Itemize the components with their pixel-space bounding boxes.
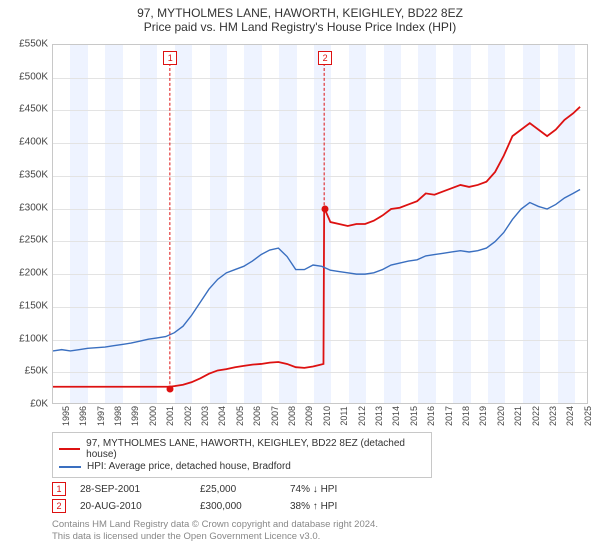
sale-rel-hpi: 38% ↑ HPI xyxy=(290,501,337,512)
chart-area: £0K £50K £100K £150K £200K £250K £300K £350K £40… xyxy=(8,38,592,426)
x-axis-labels: 1995 1996 1997 1998 1999 2000 2001 2002 2003 2004… xyxy=(52,406,588,426)
y-tick-label: £500K xyxy=(19,71,48,82)
x-tick-label: 2007 xyxy=(270,406,280,426)
x-tick-label: 2010 xyxy=(322,406,332,426)
series-line-hpi xyxy=(53,190,580,351)
legend-row: HPI: Average price, detached house, Brad… xyxy=(59,461,425,472)
plot-region: 12 xyxy=(52,44,588,404)
sale-row: 2 20-AUG-2010£300,00038% ↑ HPI xyxy=(52,499,592,513)
sale-date: 28-SEP-2001 xyxy=(80,484,200,495)
x-tick-label: 2005 xyxy=(235,406,245,426)
x-tick-label: 2002 xyxy=(183,406,193,426)
legend-label: 97, MYTHOLMES LANE, HAWORTH, KEIGHLEY, B… xyxy=(86,438,425,460)
y-tick-label: £550K xyxy=(19,39,48,50)
y-tick-label: £250K xyxy=(19,235,48,246)
x-tick-label: 2008 xyxy=(287,406,297,426)
y-tick-label: £400K xyxy=(19,137,48,148)
data-attribution: Contains HM Land Registry data © Crown c… xyxy=(52,519,592,543)
footer-line-1: Contains HM Land Registry data © Crown c… xyxy=(52,519,592,531)
x-tick-label: 2006 xyxy=(252,406,262,426)
x-tick-label: 2014 xyxy=(391,406,401,426)
x-tick-label: 2004 xyxy=(217,406,227,426)
sale-marker-dot xyxy=(322,205,329,212)
sales-table: 1 28-SEP-2001£25,00074% ↓ HPI 2 20-AUG-2010… xyxy=(52,482,592,513)
x-tick-label: 2018 xyxy=(461,406,471,426)
footer-line-2: This data is licensed under the Open Gov… xyxy=(52,531,592,543)
sale-marker-box: 1 xyxy=(163,51,177,65)
x-tick-label: 1997 xyxy=(96,406,106,426)
legend-swatch xyxy=(59,448,80,450)
x-tick-label: 2001 xyxy=(165,406,175,426)
x-tick-label: 2011 xyxy=(339,406,349,425)
sale-marker-dot xyxy=(167,385,174,392)
chart-title-address: 97, MYTHOLMES LANE, HAWORTH, KEIGHLEY, B… xyxy=(8,6,592,20)
sale-price: £300,000 xyxy=(200,501,290,512)
x-tick-label: 2012 xyxy=(357,406,367,426)
x-tick-label: 2019 xyxy=(478,406,488,426)
x-tick-label: 2017 xyxy=(444,406,454,426)
y-tick-label: £450K xyxy=(19,104,48,115)
x-tick-label: 1999 xyxy=(130,406,140,426)
legend-box: 97, MYTHOLMES LANE, HAWORTH, KEIGHLEY, B… xyxy=(52,432,432,478)
chart-subtitle: Price paid vs. HM Land Registry's House … xyxy=(8,20,592,34)
line-series-svg xyxy=(53,45,587,403)
y-tick-label: £100K xyxy=(19,333,48,344)
x-tick-label: 1998 xyxy=(113,406,123,426)
x-tick-label: 2022 xyxy=(531,406,541,426)
sale-price: £25,000 xyxy=(200,484,290,495)
sale-marker-box: 2 xyxy=(318,51,332,65)
x-tick-label: 2003 xyxy=(200,406,210,426)
legend-label: HPI: Average price, detached house, Brad… xyxy=(87,461,291,472)
x-tick-label: 2021 xyxy=(513,406,523,426)
y-tick-label: £300K xyxy=(19,202,48,213)
x-tick-label: 2000 xyxy=(148,406,158,426)
x-tick-label: 1995 xyxy=(61,406,71,426)
y-tick-label: £150K xyxy=(19,300,48,311)
price-chart-container: 97, MYTHOLMES LANE, HAWORTH, KEIGHLEY, B… xyxy=(0,0,600,560)
x-tick-label: 2023 xyxy=(548,406,558,426)
x-tick-label: 2025 xyxy=(583,406,593,426)
sale-row-marker: 1 xyxy=(52,482,66,496)
series-line-property xyxy=(53,107,580,387)
sale-date: 20-AUG-2010 xyxy=(80,501,200,512)
x-tick-label: 2024 xyxy=(565,406,575,426)
x-tick-label: 2013 xyxy=(374,406,384,426)
y-tick-label: £200K xyxy=(19,268,48,279)
x-tick-label: 2020 xyxy=(496,406,506,426)
sale-row: 1 28-SEP-2001£25,00074% ↓ HPI xyxy=(52,482,592,496)
x-tick-label: 1996 xyxy=(78,406,88,426)
sale-rel-hpi: 74% ↓ HPI xyxy=(290,484,337,495)
x-tick-label: 2016 xyxy=(426,406,436,426)
x-tick-label: 2015 xyxy=(409,406,419,426)
y-tick-label: £50K xyxy=(25,366,48,377)
sale-row-marker: 2 xyxy=(52,499,66,513)
legend-swatch xyxy=(59,466,81,468)
y-tick-label: £0K xyxy=(30,399,48,410)
x-tick-label: 2009 xyxy=(304,406,314,426)
legend-row: 97, MYTHOLMES LANE, HAWORTH, KEIGHLEY, B… xyxy=(59,438,425,460)
y-tick-label: £350K xyxy=(19,169,48,180)
y-axis-labels: £0K £50K £100K £150K £200K £250K £300K £350K £40… xyxy=(8,38,50,426)
title-block: 97, MYTHOLMES LANE, HAWORTH, KEIGHLEY, B… xyxy=(8,6,592,34)
